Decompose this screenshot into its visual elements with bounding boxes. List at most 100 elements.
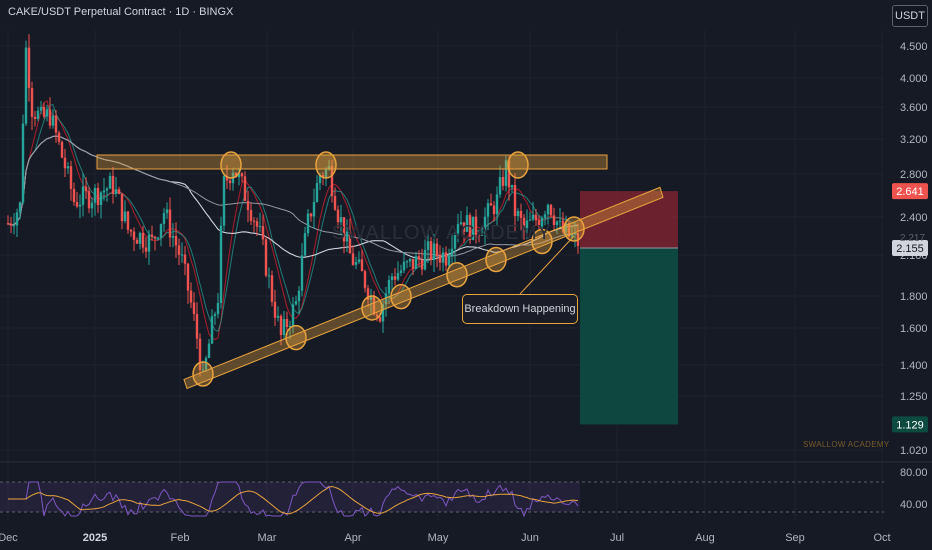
candle-body	[447, 255, 451, 266]
candle-body	[177, 245, 181, 255]
candle-body	[555, 221, 559, 226]
candle-body	[42, 106, 46, 117]
resistance-touch-marker	[220, 151, 242, 179]
candle-body	[528, 219, 532, 221]
stop-loss-zone	[580, 191, 678, 249]
candle-body	[489, 203, 493, 206]
candle-body	[213, 314, 217, 317]
candle-body	[282, 319, 286, 336]
candle-body	[411, 258, 415, 269]
candle-body	[477, 234, 481, 236]
candle-body	[540, 217, 544, 227]
candles	[6, 34, 580, 377]
candle-body	[510, 184, 514, 188]
candle-body	[243, 176, 247, 201]
candle-body	[393, 276, 397, 280]
candle-body	[525, 220, 529, 229]
candle-body	[219, 225, 223, 303]
candle-body	[558, 220, 562, 222]
candle-body	[81, 186, 85, 205]
price-tick-label: 3.600	[900, 102, 928, 114]
candle-body	[348, 231, 352, 254]
candle-body	[270, 275, 274, 302]
candle-body	[63, 157, 67, 169]
candle-body	[150, 234, 154, 237]
time-tick-label: Jun	[521, 532, 539, 544]
time-tick-label: Jul	[610, 532, 624, 544]
candle-body	[468, 215, 472, 240]
candle-body	[246, 200, 250, 211]
support-trendline	[183, 186, 664, 390]
candle-body	[138, 232, 142, 244]
time-axis[interactable]: Dec 2025 Feb Mar Apr May Jun Jul Aug Sep Oct	[0, 532, 891, 544]
candle-body	[507, 160, 511, 188]
currency-unit-badge[interactable]: USDT	[892, 5, 928, 27]
candle-body	[321, 175, 325, 178]
candle-body	[285, 319, 289, 328]
time-tick-label: Sep	[785, 532, 805, 544]
candle-body	[441, 252, 445, 263]
candle-body	[174, 236, 178, 246]
candle-body	[264, 239, 268, 276]
candle-body	[210, 316, 214, 344]
candle-body	[36, 110, 40, 119]
trade-zones	[580, 191, 678, 425]
candle-body	[405, 261, 409, 263]
support-touch-marker	[285, 324, 307, 351]
candle-body	[363, 271, 367, 289]
candle-body	[564, 223, 568, 232]
candle-body	[216, 302, 220, 315]
candle-body	[222, 176, 226, 226]
price-tick-label: 2.800	[900, 169, 928, 181]
candle-body	[60, 141, 64, 158]
candle-body	[309, 213, 313, 217]
time-tick-label: Dec	[0, 532, 18, 544]
candle-body	[354, 261, 358, 265]
candle-body	[306, 213, 310, 234]
candle-body	[435, 243, 439, 256]
candle-body	[168, 209, 172, 238]
candle-body	[48, 109, 52, 126]
candle-body	[423, 249, 427, 270]
candle-body	[144, 247, 148, 252]
time-tick-label: May	[428, 532, 449, 544]
candle-body	[141, 232, 145, 248]
candle-body	[366, 288, 370, 300]
rsi-ma-line	[8, 485, 579, 515]
candle-body	[438, 255, 442, 263]
rsi-panel	[0, 461, 932, 518]
candle-body	[375, 314, 379, 317]
candle-body	[165, 209, 169, 214]
candle-body	[552, 215, 556, 226]
candle-body	[96, 187, 100, 205]
candle-body	[492, 205, 496, 215]
candle-body	[384, 293, 388, 305]
candle-body	[501, 177, 505, 186]
support-touch-marker	[192, 361, 214, 387]
candle-body	[171, 236, 175, 238]
candle-body	[462, 222, 466, 232]
price-axis[interactable]: 4.5004.0003.6003.2002.8002.4002.1001.800…	[892, 41, 928, 511]
candle-body	[444, 252, 448, 266]
price-label-target	[892, 416, 928, 433]
candle-body	[519, 210, 523, 218]
price-tick-label: 3.200	[900, 134, 928, 146]
candle-body	[543, 214, 547, 218]
candle-body	[162, 213, 166, 224]
candle-body	[504, 160, 508, 186]
candle-body	[69, 166, 73, 189]
candle-body	[252, 220, 256, 222]
candle-body	[495, 194, 499, 215]
candle-body	[156, 237, 160, 239]
candle-body	[189, 290, 193, 303]
candle-body	[549, 204, 553, 216]
resistance-zone	[96, 154, 608, 170]
price-label-current	[892, 240, 928, 257]
candle-body	[513, 184, 517, 217]
candle-body	[486, 203, 490, 217]
candle-body	[30, 88, 34, 117]
candle-body	[198, 338, 202, 370]
take-profit-zone	[580, 248, 678, 425]
candle-body	[360, 259, 364, 272]
